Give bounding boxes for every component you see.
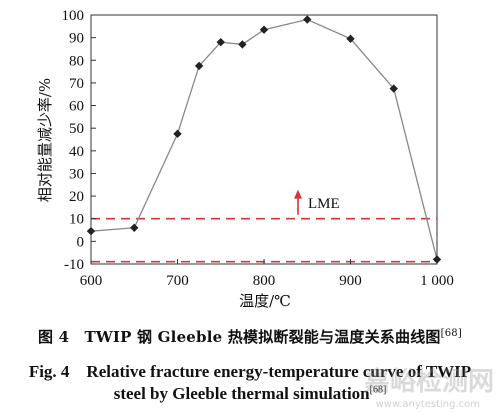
- figure-caption-english-line1: Fig. 4 Relative fracture energy-temperat…: [28, 362, 472, 381]
- data-point-marker: [389, 84, 398, 93]
- data-point-marker: [238, 40, 247, 49]
- y-tick-label: 40: [69, 144, 84, 160]
- caption-chinese-reference: [68]: [440, 328, 462, 339]
- lme-annotation-label: LME: [308, 196, 340, 212]
- plot-frame: [90, 14, 438, 265]
- data-point-marker: [303, 15, 312, 24]
- y-tick-label: 50: [69, 121, 84, 137]
- x-axis-label: 温度/℃: [239, 292, 291, 310]
- x-tick-label: 800: [253, 273, 276, 289]
- data-point-marker: [346, 34, 355, 43]
- caption-chinese-text: 图 4 TWIP 钢 Gleeble 热模拟断裂能与温度关系曲线图: [38, 328, 441, 346]
- x-tick-label: 1 000: [420, 273, 454, 289]
- chart: -10 0 10 20 30 40 50 60 70 80 90 100 600 700 800 900 1 …: [36, 8, 454, 310]
- data-point-marker: [194, 61, 204, 71]
- x-tick-label: 700: [166, 273, 189, 289]
- y-tick-label: -10: [64, 257, 84, 273]
- y-tick-label: 80: [69, 53, 84, 69]
- data-point-marker: [173, 129, 182, 139]
- watermark-url: www.anytesting.com: [375, 399, 480, 410]
- y-tick-label: 20: [69, 189, 84, 205]
- caption-english-reference: [68]: [369, 384, 387, 396]
- y-tick-label: 90: [69, 31, 84, 47]
- x-tick-label: 900: [339, 273, 362, 289]
- x-tick-label: 600: [80, 273, 103, 289]
- data-point-marker: [259, 25, 269, 34]
- watermark: 嘉峪检测网: [363, 367, 494, 397]
- y-tick-label: 0: [77, 234, 85, 250]
- y-axis-label: 相对能量减少率/%: [36, 78, 54, 202]
- y-tick-label: 30: [69, 166, 84, 182]
- y-tick-label: 60: [69, 99, 84, 115]
- y-tick-label: 100: [62, 8, 85, 24]
- data-point-marker: [86, 226, 96, 236]
- caption-english-text: steel by Gleeble thermal simulation: [113, 384, 370, 403]
- series-line: [90, 18, 438, 260]
- lme-arrow-head: [294, 189, 302, 199]
- data-point-marker: [130, 223, 139, 232]
- figure-caption-chinese: 图 4 TWIP 钢 Gleeble 热模拟断裂能与温度关系曲线图[68]: [0, 326, 500, 347]
- data-point-marker: [432, 255, 442, 264]
- y-tick-label: 10: [69, 212, 84, 228]
- figure-caption-english-line2: steel by Gleeble thermal simulation[68]: [0, 384, 500, 404]
- y-tick-label: 70: [69, 76, 84, 92]
- data-point-marker: [216, 37, 225, 47]
